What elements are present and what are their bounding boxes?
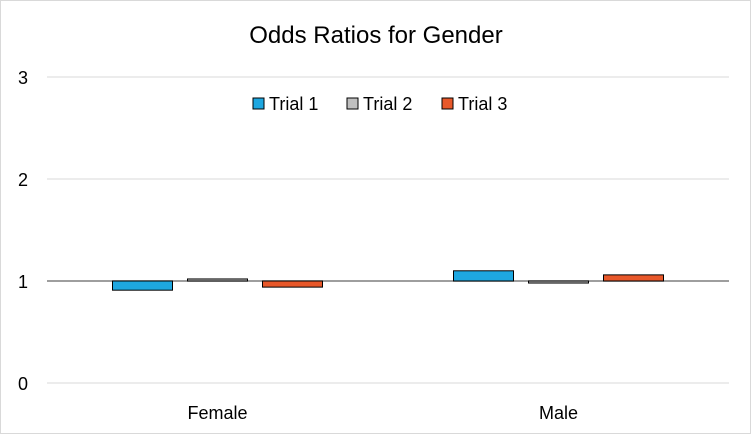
bar-male-trial-1 — [453, 270, 514, 282]
bar-female-trial-1 — [112, 280, 173, 291]
y-tick-label: 3 — [18, 68, 28, 88]
legend-label: Trial 2 — [363, 94, 412, 114]
y-tick-label: 0 — [18, 374, 28, 394]
legend-item-trial-2: Trial 2 — [346, 94, 412, 114]
y-tick-label: 1 — [18, 272, 28, 292]
bar-female-trial-3 — [262, 280, 323, 288]
legend-label: Trial 3 — [458, 94, 507, 114]
chart-title: Odds Ratios for Gender — [249, 22, 502, 49]
bar-male-trial-2 — [528, 280, 589, 284]
legend-swatch — [252, 97, 265, 110]
x-tick-label-female: Female — [187, 403, 247, 423]
y-axis-tick-labels: 0 1 2 3 — [18, 68, 28, 394]
legend: Trial 1 Trial 2 Trial 3 — [252, 94, 507, 114]
legend-label: Trial 1 — [269, 94, 318, 114]
legend-swatch — [346, 97, 359, 110]
y-tick-label: 2 — [18, 170, 28, 190]
gridlines — [47, 76, 729, 384]
x-axis-tick-labels: Female Male — [187, 403, 578, 423]
bar-male-trial-3 — [603, 274, 664, 282]
bar-female-trial-2 — [187, 278, 248, 282]
x-tick-label-male: Male — [539, 403, 578, 423]
legend-item-trial-1: Trial 1 — [252, 94, 318, 114]
legend-item-trial-3: Trial 3 — [441, 94, 507, 114]
legend-swatch — [441, 97, 454, 110]
bars — [112, 270, 664, 291]
